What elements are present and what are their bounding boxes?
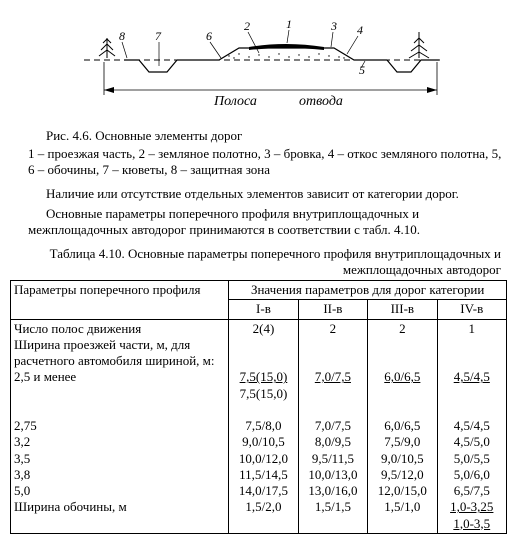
svg-text:Полоса: Полоса [213, 94, 257, 109]
table-caption-line1: Таблица 4.10. Основные параметры попереч… [10, 246, 501, 262]
svg-text:3: 3 [330, 19, 337, 33]
svg-text:1: 1 [286, 17, 292, 31]
paragraph-1: Наличие или отсутствие отдельных элемент… [28, 186, 507, 202]
svg-text:6: 6 [206, 29, 212, 43]
table-caption-line2: межплощадочных автодорог [10, 262, 501, 278]
svg-text:8: 8 [119, 29, 125, 43]
svg-text:отвода: отвода [299, 94, 343, 109]
figure-caption: Рис. 4.6. Основные элементы дорог [28, 128, 507, 144]
table-4-10: Параметры поперечного профиля Значения п… [10, 280, 507, 534]
th-col-4: IV-в [437, 300, 506, 319]
road-cross-section-svg: 1 2 3 4 5 6 7 8 Полоса отвода [49, 10, 469, 120]
th-col-2: II-в [298, 300, 367, 319]
th-values: Значения параметров для дорог категории [229, 281, 507, 300]
value-column-3: 2 6,0/6,5 6,0/6,57,5/9,09,0/10,59,5/12,0… [368, 319, 437, 533]
param-column: Число полос движенияШирина проезжей част… [11, 319, 229, 533]
value-column-1: 2(4) 7,5(15,0)7,5(15,0) 7,5/8,09,0/10,51… [229, 319, 298, 533]
svg-text:2: 2 [244, 19, 250, 33]
th-params: Параметры поперечного профиля [11, 281, 229, 320]
th-col-1: I-в [229, 300, 298, 319]
value-column-4: 1 4,5/4,5 4,5/4,54,5/5,05,0/5,55,0/6,06,… [437, 319, 506, 533]
th-col-3: III-в [368, 300, 437, 319]
svg-text:4: 4 [357, 23, 363, 37]
value-column-2: 2 7,0/7,5 7,0/7,58,0/9,59,5/11,510,0/13,… [298, 319, 367, 533]
paragraph-2: Основные параметры поперечного профиля в… [28, 206, 507, 238]
figure-legend: 1 – проезжая часть, 2 – земляное полотно… [28, 146, 507, 178]
svg-text:5: 5 [359, 63, 365, 77]
svg-text:7: 7 [155, 29, 162, 43]
figure-4-6: 1 2 3 4 5 6 7 8 Полоса отвода [10, 10, 507, 120]
table-body: Число полос движенияШирина проезжей част… [11, 319, 507, 533]
